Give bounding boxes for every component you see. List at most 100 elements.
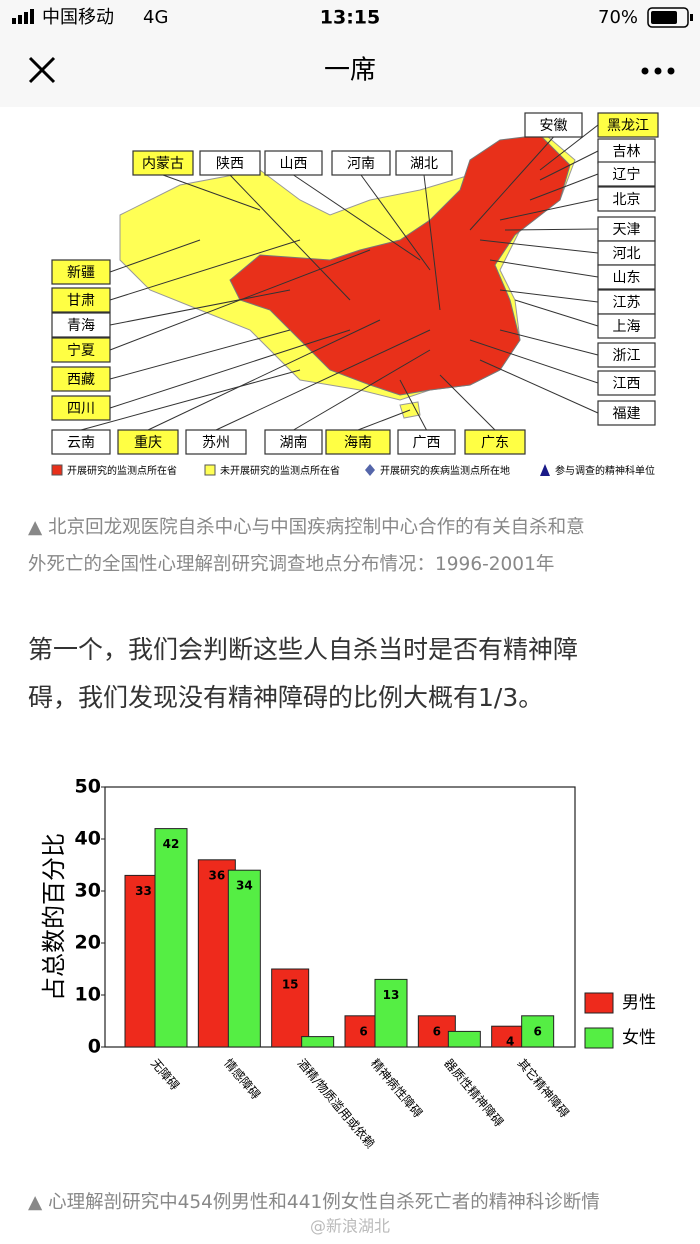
province-label: 辽宁 bbox=[613, 166, 641, 183]
province-box bbox=[464, 429, 526, 455]
leader-line bbox=[360, 174, 431, 271]
chart-caption: ▲ 心理解剖研究中454例男性和441例女性自杀死亡者的精神科诊断情 bbox=[28, 1192, 600, 1213]
leader-line bbox=[529, 173, 599, 201]
x-tick-label: 无障碍 bbox=[148, 1056, 183, 1093]
leader-line bbox=[109, 239, 301, 301]
map-caption-line: 外死亡的全国性心理解剖研究调查地点分布情况：1996-2001年 bbox=[28, 554, 554, 575]
province-label: 福建 bbox=[613, 406, 641, 422]
bar bbox=[447, 1030, 481, 1048]
province-box bbox=[51, 337, 111, 363]
map-caption-line: ▲ 北京回龙观医院自杀中心与中国疾病控制中心合作的有关自杀和意 bbox=[28, 517, 585, 538]
province-label: 安徽 bbox=[540, 118, 568, 134]
province-box bbox=[331, 150, 391, 176]
province-box bbox=[51, 259, 111, 285]
map-legend-swatch bbox=[540, 464, 550, 476]
province-box bbox=[51, 366, 111, 392]
leader-line bbox=[162, 174, 261, 211]
signal-icon bbox=[12, 9, 34, 24]
y-tick-label: 20 bbox=[75, 932, 101, 954]
leader-line bbox=[423, 174, 441, 311]
province-box bbox=[597, 186, 656, 212]
leader-line bbox=[357, 409, 411, 431]
leader-line bbox=[499, 329, 599, 356]
leader-line bbox=[539, 124, 599, 171]
province-label: 河南 bbox=[347, 156, 375, 172]
province-label: 四川 bbox=[67, 401, 95, 417]
map-legend-swatch bbox=[204, 464, 216, 476]
leader-line bbox=[514, 299, 599, 327]
province-label: 甘肃 bbox=[67, 293, 95, 309]
province-box bbox=[264, 150, 323, 176]
map-legend-swatch bbox=[51, 464, 63, 476]
close-button[interactable] bbox=[28, 56, 56, 84]
province-label: 广东 bbox=[481, 435, 509, 451]
province-label: 云南 bbox=[67, 435, 95, 451]
leader-line bbox=[499, 198, 599, 221]
x-tick-label: 酒精/物质滥用或依赖 bbox=[295, 1056, 379, 1151]
leader-line bbox=[109, 329, 291, 380]
leader-line bbox=[80, 369, 301, 431]
leader-line bbox=[469, 136, 554, 231]
province-label: 西藏 bbox=[67, 372, 95, 388]
province-label: 新疆 bbox=[67, 265, 95, 281]
top-bar-bg bbox=[0, 0, 700, 107]
leader-line bbox=[215, 329, 431, 431]
bar bbox=[227, 869, 261, 1048]
province-box bbox=[51, 429, 111, 455]
province-label: 湖北 bbox=[410, 156, 438, 172]
battery-icon bbox=[647, 7, 693, 28]
y-tick-label: 30 bbox=[75, 880, 101, 902]
province-label: 山西 bbox=[280, 156, 308, 172]
province-box bbox=[325, 429, 391, 455]
province-box bbox=[51, 395, 111, 421]
province-box bbox=[132, 150, 194, 176]
leader-line bbox=[489, 259, 599, 278]
leader-line bbox=[399, 379, 427, 431]
network: 4G bbox=[143, 7, 168, 28]
bar bbox=[374, 978, 408, 1048]
province-label: 山东 bbox=[613, 270, 641, 286]
province-box bbox=[397, 429, 456, 455]
bar bbox=[271, 968, 310, 1048]
more-button[interactable] bbox=[641, 67, 675, 75]
value-label: 4 bbox=[506, 1035, 514, 1049]
province-label: 苏州 bbox=[202, 435, 230, 451]
leader-line bbox=[109, 239, 201, 273]
leader-line bbox=[504, 228, 599, 231]
value-label: 34 bbox=[236, 879, 253, 893]
legend-swatch bbox=[584, 1027, 614, 1049]
province-box bbox=[597, 240, 656, 266]
province-box bbox=[524, 112, 583, 138]
province-box bbox=[199, 150, 261, 176]
map-legend-label: 开展研究的监测点所在省 bbox=[67, 464, 177, 477]
paragraph-line: 第一个，我们会判断这些人自杀当时是否有精神障 bbox=[28, 635, 578, 664]
bar bbox=[301, 1036, 335, 1048]
province-label: 上海 bbox=[613, 319, 641, 335]
map bbox=[119, 129, 576, 419]
y-tick-label: 0 bbox=[88, 1036, 101, 1058]
plot-frame bbox=[104, 786, 576, 1048]
map-legend-label: 参与调查的精神科单位 bbox=[555, 464, 655, 477]
x-tick-label: 器质性精神障碍 bbox=[441, 1056, 506, 1130]
province-label: 江苏 bbox=[613, 295, 641, 311]
province-box bbox=[597, 370, 656, 396]
province-label: 北京 bbox=[613, 192, 641, 208]
legend-swatch bbox=[584, 992, 614, 1014]
leader-line bbox=[293, 349, 431, 431]
province-box bbox=[117, 429, 179, 455]
value-label: 6 bbox=[359, 1024, 367, 1038]
province-box bbox=[51, 287, 111, 313]
leader-line bbox=[539, 150, 599, 181]
value-label: 33 bbox=[135, 884, 152, 898]
legend-label: 女性 bbox=[622, 1028, 656, 1048]
leader-line bbox=[439, 374, 496, 431]
province-box bbox=[597, 313, 656, 339]
battery-percent: 70% bbox=[598, 7, 638, 28]
map-legend-label: 未开展研究的监测点所在省 bbox=[220, 464, 340, 477]
leader-line bbox=[109, 249, 371, 351]
province-box bbox=[597, 264, 656, 290]
leader-line bbox=[469, 339, 599, 384]
province-box bbox=[395, 150, 453, 176]
